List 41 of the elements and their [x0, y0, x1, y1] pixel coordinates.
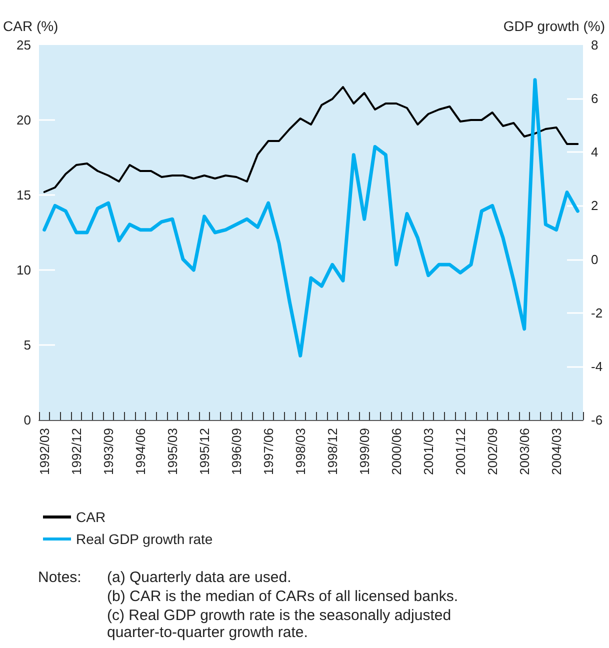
legend-label: Real GDP growth rate [76, 531, 213, 547]
text: (c) Real GDP growth rate is the seasonally adjusted quarter-to-quarter growth rate. [107, 607, 452, 641]
x-tick-label: 1998/03 [292, 428, 308, 475]
x-tick-label: 2001/12 [452, 428, 468, 475]
legend-label: CAR [76, 509, 106, 525]
y2-tick-label: 8 [591, 38, 598, 52]
y2-tick-label: -2 [591, 305, 603, 320]
y-axis-title: CAR (%) [3, 18, 58, 34]
x-tick-label: 2004/03 [548, 428, 564, 475]
y2-axis-title: GDP growth (%) [503, 18, 605, 34]
y-tick-label: 5 [24, 338, 31, 352]
y-tick-label: 25 [16, 38, 31, 52]
x-tick-label: 1998/12 [324, 428, 340, 475]
x-tick-label: 2001/03 [420, 428, 436, 475]
y-tick-label: 20 [16, 112, 31, 128]
text: (a) Quarterly data are used. [107, 569, 292, 586]
y2-tick-label: 4 [591, 144, 598, 160]
y2-tick-label: 0 [591, 252, 598, 267]
x-tick-label: 1995/12 [196, 428, 212, 475]
x-tick-label: 1993/09 [100, 428, 116, 475]
y2-tick-label: 2 [591, 198, 598, 214]
y-tick-label: 10 [16, 262, 31, 278]
x-tick-label: 1992/12 [68, 428, 84, 475]
x-tick-label: 2003/06 [516, 428, 532, 475]
y-tick-label: 15 [16, 188, 31, 202]
x-tick-label: 1994/06 [132, 428, 148, 475]
line-series [43, 86, 579, 193]
y-tick-label: 0 [24, 412, 31, 428]
y2-tick-label: 6 [591, 91, 598, 106]
text: (b) CAR is the median of CARs of all licensed banks. [107, 588, 458, 605]
text: Notes: [38, 569, 82, 586]
x-tick-label: 2002/09 [484, 428, 500, 475]
x-tick-label: 1997/06 [260, 428, 276, 475]
y2-tick-label: -4 [591, 358, 603, 374]
x-tick-label: 1996/09 [228, 428, 244, 475]
x-tick-label: 1992/03 [36, 428, 52, 475]
line-series [42, 78, 580, 358]
x-tick-label: 1999/09 [356, 428, 372, 475]
y2-tick-label: -6 [591, 412, 603, 428]
x-tick-label: 1995/03 [164, 428, 180, 475]
x-tick-label: 2000/06 [388, 428, 404, 475]
